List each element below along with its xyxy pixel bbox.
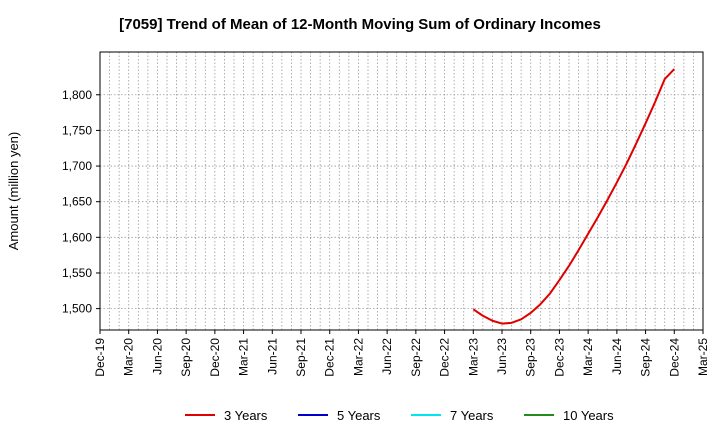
y-tick-label: 1,550 (62, 266, 92, 280)
y-tick-label: 1,750 (62, 123, 92, 137)
x-tick-label: Sep-24 (639, 338, 653, 377)
x-tick-label: Jun-24 (610, 338, 624, 375)
x-tick-label: Sep-22 (409, 338, 423, 377)
x-tick-label: Sep-23 (524, 338, 538, 377)
x-tick-label: Mar-21 (237, 338, 251, 376)
y-tick-label: 1,600 (62, 230, 92, 244)
x-tick-label: Dec-23 (552, 338, 566, 377)
x-tick-label: Mar-23 (466, 338, 480, 376)
y-tick-label: 1,650 (62, 195, 92, 209)
x-tick-label: Dec-21 (323, 338, 337, 377)
x-tick-label: Sep-21 (294, 338, 308, 377)
x-tick-label: Mar-22 (351, 338, 365, 376)
x-tick-label: Mar-20 (122, 338, 136, 376)
x-tick-label: Dec-22 (438, 338, 452, 377)
x-tick-label: Jun-22 (380, 338, 394, 375)
y-tick-label: 1,800 (62, 88, 92, 102)
legend-label: 10 Years (563, 408, 614, 423)
y-tick-label: 1,700 (62, 159, 92, 173)
x-tick-label: Jun-21 (265, 338, 279, 375)
series-line-3-years (472, 68, 676, 325)
chart-title: [7059] Trend of Mean of 12-Month Moving … (119, 16, 601, 33)
x-tick-label: Jun-23 (495, 338, 509, 375)
plot-area (99, 51, 704, 331)
x-tick-label: Dec-20 (208, 338, 222, 377)
x-tick-label: Mar-24 (581, 338, 595, 376)
legend-label: 5 Years (337, 408, 381, 423)
y-tick-label: 1,500 (62, 302, 92, 316)
x-tick-label: Jun-20 (150, 338, 164, 375)
legend-label: 7 Years (450, 408, 494, 423)
y-axis-label: Amount (million yen) (6, 132, 21, 251)
legend-label: 3 Years (224, 408, 268, 423)
x-tick-label: Dec-19 (93, 338, 107, 377)
x-tick-label: Dec-24 (667, 338, 681, 377)
x-tick-label: Sep-20 (179, 338, 193, 377)
x-tick-label: Mar-25 (696, 338, 710, 376)
